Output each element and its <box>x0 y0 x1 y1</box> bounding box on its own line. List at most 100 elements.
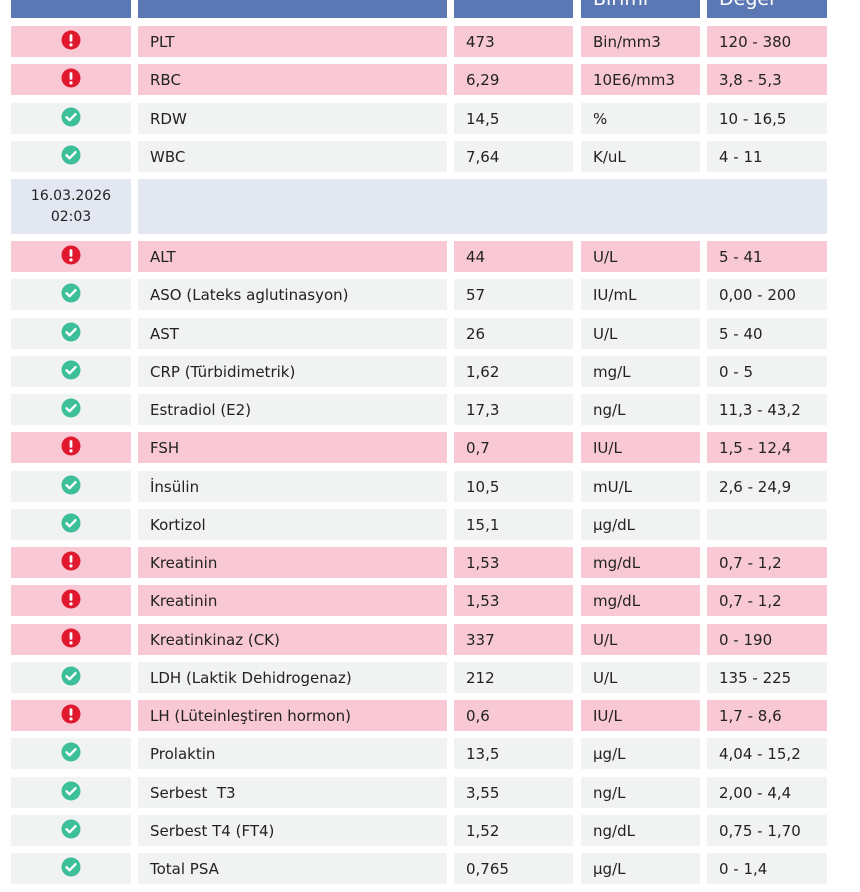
reference-cell-text: 0 - 1,4 <box>719 859 768 878</box>
result-cell: 6,29 <box>454 64 573 95</box>
unit-cell: ng/L <box>581 394 700 425</box>
test-cell: Estradiol (E2) <box>138 394 447 425</box>
test-cell-text: LDH (Laktik Dehidrogenaz) <box>150 668 352 687</box>
reference-cell-text: 135 - 225 <box>719 668 792 687</box>
status-cell <box>11 279 131 310</box>
result-cell-text: 3,55 <box>466 783 500 802</box>
result-cell: 1,53 <box>454 585 573 616</box>
result-cell: 57 <box>454 279 573 310</box>
test-cell: AST <box>138 318 447 349</box>
status-cell <box>11 777 131 808</box>
unit-cell: mg/L <box>581 356 700 387</box>
unit-cell: ng/dL <box>581 815 700 846</box>
test-cell-text: Kreatinin <box>150 591 218 610</box>
reference-cell: 120 - 380 <box>707 26 827 57</box>
unit-cell-text: mg/L <box>593 362 631 381</box>
reference-cell-text: 0,7 - 1,2 <box>719 553 782 572</box>
unit-cell: Bin/mm3 <box>581 26 700 57</box>
result-cell: 7,64 <box>454 141 573 172</box>
test-cell-text: RBC <box>150 70 181 89</box>
status-cell <box>11 662 131 693</box>
result-cell: 212 <box>454 662 573 693</box>
unit-cell-text: Bin/mm3 <box>593 32 661 51</box>
test-cell-text: AST <box>150 324 179 343</box>
test-cell: ALT <box>138 241 447 272</box>
result-cell: 13,5 <box>454 738 573 769</box>
unit-cell: mg/dL <box>581 547 700 578</box>
unit-cell: U/L <box>581 241 700 272</box>
alert-icon <box>61 68 81 88</box>
result-cell-text: 57 <box>466 285 486 304</box>
result-cell-text: 1,53 <box>466 553 500 572</box>
ok-icon <box>61 666 81 686</box>
header-cell <box>138 0 447 18</box>
test-cell-text: Kreatinkinaz (CK) <box>150 630 280 649</box>
unit-cell-text: µg/L <box>593 744 626 763</box>
test-cell: Kreatinkinaz (CK) <box>138 624 447 655</box>
status-cell <box>11 103 131 134</box>
test-cell-text: LH (Lüteinleştiren hormon) <box>150 706 351 725</box>
test-cell-text: ASO (Lateks aglutinasyon) <box>150 285 349 304</box>
status-cell <box>11 318 131 349</box>
reference-cell: 0,75 - 1,70 <box>707 815 827 846</box>
header-cell: Birimi <box>581 0 700 18</box>
unit-cell-text: ng/L <box>593 400 626 419</box>
reference-cell: 2,6 - 24,9 <box>707 471 827 502</box>
unit-cell-text: ng/dL <box>593 821 635 840</box>
unit-cell: U/L <box>581 624 700 655</box>
unit-cell-text: 10E6/mm3 <box>593 70 675 89</box>
test-cell: Prolaktin <box>138 738 447 769</box>
header-cell <box>454 0 573 18</box>
ok-icon <box>61 819 81 839</box>
status-cell <box>11 547 131 578</box>
test-cell: WBC <box>138 141 447 172</box>
test-cell: PLT <box>138 26 447 57</box>
unit-cell: % <box>581 103 700 134</box>
unit-cell: K/uL <box>581 141 700 172</box>
reference-cell-text: 11,3 - 43,2 <box>719 400 801 419</box>
ok-icon <box>61 857 81 877</box>
test-cell: ASO (Lateks aglutinasyon) <box>138 279 447 310</box>
unit-cell-text: U/L <box>593 668 618 687</box>
unit-cell-text: U/L <box>593 630 618 649</box>
result-cell-text: 337 <box>466 630 495 649</box>
date-date: 16.03.2026 <box>30 187 112 204</box>
test-cell: Kreatinin <box>138 547 447 578</box>
status-cell <box>11 26 131 57</box>
reference-cell: 4,04 - 15,2 <box>707 738 827 769</box>
unit-cell-text: K/uL <box>593 147 626 166</box>
date-cell: 16.03.2026 02:03 <box>11 179 131 234</box>
test-cell: LH (Lüteinleştiren hormon) <box>138 700 447 731</box>
reference-cell: 0,00 - 200 <box>707 279 827 310</box>
result-cell-text: 0,6 <box>466 706 490 725</box>
unit-cell: µg/L <box>581 738 700 769</box>
reference-cell: 0 - 190 <box>707 624 827 655</box>
result-cell-text: 26 <box>466 324 486 343</box>
reference-cell-text: 10 - 16,5 <box>719 109 787 128</box>
test-cell-text: PLT <box>150 32 175 51</box>
date-time: 02:03 <box>50 208 92 225</box>
status-cell <box>11 738 131 769</box>
reference-cell-text: 0 - 5 <box>719 362 754 381</box>
result-cell: 0,7 <box>454 432 573 463</box>
unit-cell-text: IU/L <box>593 438 622 457</box>
unit-cell: mU/L <box>581 471 700 502</box>
reference-cell: 4 - 11 <box>707 141 827 172</box>
test-cell: Total PSA <box>138 853 447 884</box>
header-cell: Değer <box>707 0 827 18</box>
result-cell: 0,765 <box>454 853 573 884</box>
result-cell: 337 <box>454 624 573 655</box>
status-cell <box>11 624 131 655</box>
test-cell: FSH <box>138 432 447 463</box>
reference-cell-text: 4,04 - 15,2 <box>719 744 801 763</box>
unit-cell: IU/mL <box>581 279 700 310</box>
result-cell-text: 10,5 <box>466 477 500 496</box>
test-cell-text: Prolaktin <box>150 744 216 763</box>
reference-cell: 3,8 - 5,3 <box>707 64 827 95</box>
result-cell: 14,5 <box>454 103 573 134</box>
reference-cell: 2,00 - 4,4 <box>707 777 827 808</box>
test-cell: Serbest T4 (FT4) <box>138 815 447 846</box>
status-cell <box>11 394 131 425</box>
alert-icon <box>61 30 81 50</box>
reference-cell-text: 120 - 380 <box>719 32 792 51</box>
